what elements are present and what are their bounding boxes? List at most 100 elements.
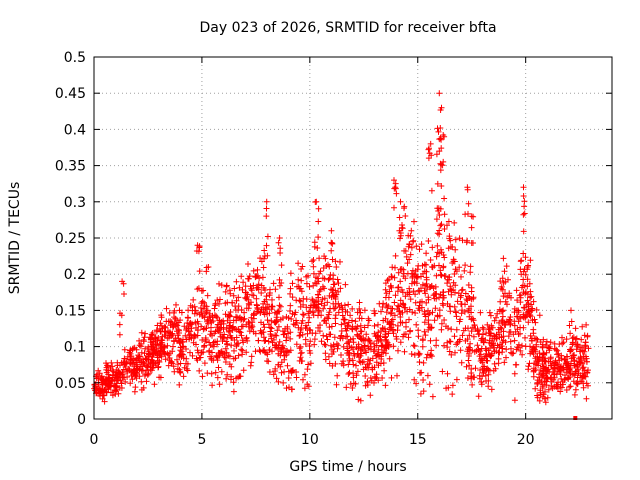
data-point	[98, 373, 105, 380]
data-point	[357, 347, 364, 354]
data-point	[307, 338, 314, 345]
data-point	[411, 343, 418, 350]
data-point	[446, 276, 452, 283]
data-point	[293, 369, 300, 375]
data-point	[265, 321, 272, 328]
data-point	[262, 337, 269, 344]
data-point	[204, 307, 211, 314]
data-point	[169, 324, 176, 331]
data-point	[178, 309, 185, 316]
data-point	[451, 333, 458, 340]
data-point	[248, 287, 255, 294]
data-point	[505, 276, 511, 283]
chart-title: Day 023 of 2026, SRMTID for receiver bft…	[199, 20, 496, 36]
data-point	[402, 275, 409, 282]
data-point	[389, 274, 395, 281]
data-point	[315, 324, 322, 331]
data-point	[437, 135, 444, 142]
data-point	[543, 338, 550, 345]
data-point	[382, 334, 388, 341]
data-point	[194, 347, 201, 354]
data-point	[320, 265, 327, 271]
data-point	[305, 361, 312, 368]
data-point	[121, 355, 128, 362]
data-point	[283, 313, 290, 320]
data-point	[297, 285, 304, 292]
data-point	[133, 355, 140, 362]
data-point	[520, 250, 527, 257]
y-tick-label: 0.45	[55, 86, 86, 102]
data-point	[570, 378, 577, 385]
data-point	[215, 327, 222, 334]
data-point	[130, 371, 137, 378]
data-point	[493, 314, 499, 321]
data-point	[582, 343, 589, 350]
data-point	[293, 319, 300, 326]
data-point	[102, 381, 109, 387]
data-point	[466, 344, 473, 351]
data-point	[483, 350, 490, 357]
data-point	[222, 311, 229, 318]
data-point	[563, 387, 570, 393]
data-point	[479, 324, 486, 331]
data-point	[338, 321, 345, 328]
data-point	[176, 327, 182, 334]
data-point	[264, 252, 271, 259]
data-point	[361, 342, 368, 349]
data-point	[235, 352, 242, 359]
data-point	[136, 342, 143, 349]
data-point	[531, 346, 538, 353]
data-point	[365, 356, 372, 363]
data-point	[295, 276, 302, 283]
data-point	[388, 305, 395, 312]
data-point	[561, 376, 568, 383]
data-point	[551, 374, 558, 381]
data-point	[542, 388, 548, 395]
data-point	[269, 348, 275, 355]
data-point	[559, 334, 565, 341]
data-point	[397, 319, 404, 326]
data-point	[177, 347, 184, 354]
data-point	[508, 345, 514, 352]
y-axis: 0 0.05 0.1 0.15 0.2 0.25 0.3 0.35 0.4 0.45 0.5	[55, 50, 612, 428]
x-tick-label: 5	[197, 432, 206, 448]
data-point	[500, 293, 507, 300]
data-point	[357, 322, 364, 329]
data-point	[150, 351, 156, 358]
data-point	[381, 367, 388, 374]
data-point	[161, 349, 168, 356]
data-point	[444, 370, 451, 377]
data-point	[332, 305, 339, 311]
data-point	[143, 367, 150, 374]
data-point	[413, 243, 420, 250]
data-point	[266, 347, 273, 354]
data-point	[165, 362, 172, 369]
data-point	[240, 367, 247, 374]
data-point	[580, 364, 587, 371]
data-point	[304, 330, 311, 337]
data-point	[206, 313, 213, 320]
data-point	[450, 256, 457, 263]
data-point	[344, 350, 351, 357]
data-point	[554, 383, 560, 390]
data-point	[354, 351, 361, 358]
data-point	[245, 275, 251, 282]
data-point	[436, 250, 443, 257]
data-point	[356, 299, 363, 306]
data-point	[518, 284, 525, 291]
data-point	[528, 293, 535, 300]
data-point	[194, 310, 200, 317]
data-point	[421, 328, 428, 335]
data-point	[330, 305, 337, 312]
data-point	[189, 352, 196, 359]
data-point	[379, 375, 386, 381]
data-point	[416, 288, 423, 295]
data-point	[404, 308, 411, 315]
data-point	[566, 322, 573, 329]
data-point	[450, 279, 457, 286]
data-point	[525, 319, 532, 326]
data-point	[412, 299, 419, 306]
data-point	[214, 374, 221, 381]
data-point	[445, 325, 451, 332]
data-point	[501, 319, 508, 326]
